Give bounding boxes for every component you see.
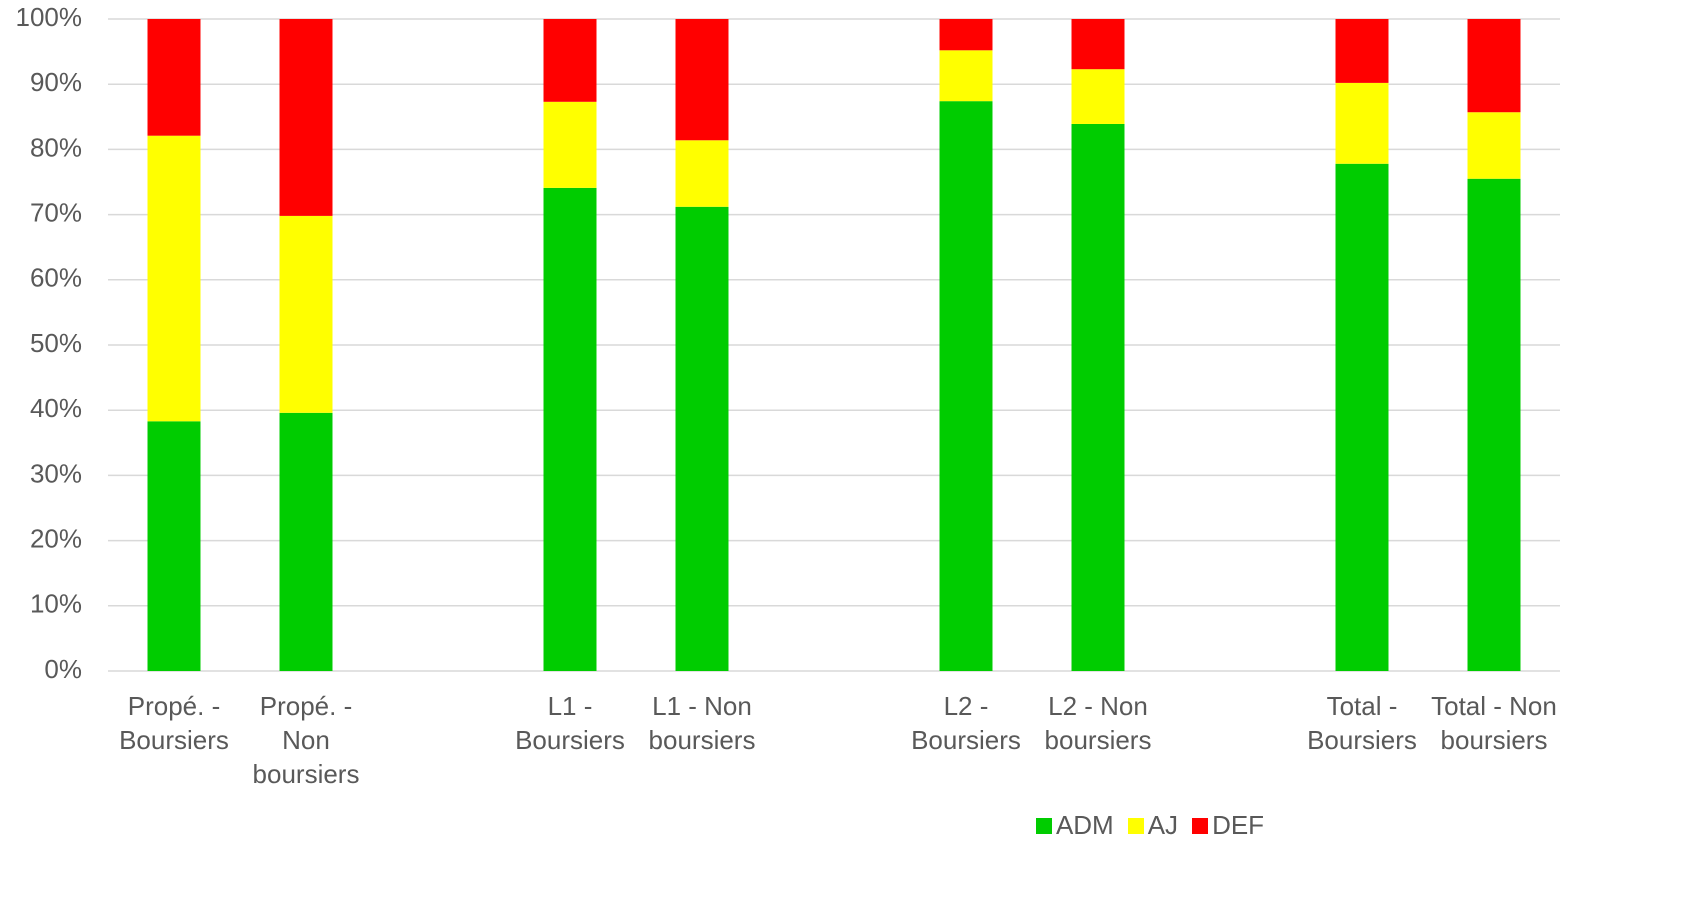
legend-label: ADM (1055, 810, 1114, 840)
x-tick-label: L2 - Non boursiers (1044, 691, 1152, 755)
y-tick-label: 50% (30, 328, 82, 358)
bar-segment (543, 187, 597, 672)
y-tick-label: 10% (30, 589, 82, 619)
bar-segment (543, 101, 597, 188)
legend: ADM AJ DEF (0, 810, 1700, 841)
bar-segment (279, 412, 333, 671)
legend-swatch (1192, 817, 1209, 834)
legend-label: AJ (1147, 810, 1179, 840)
bar-segment (1335, 82, 1389, 164)
bar-segment (675, 206, 729, 671)
x-tick-label: L2 - Boursiers (911, 691, 1021, 755)
legend-item: ADM (1035, 810, 1114, 841)
bar-segment (939, 101, 993, 672)
x-tick-label: L1 - Boursiers (515, 691, 625, 755)
x-tick-label: Propé. - Non boursiers (252, 691, 360, 789)
bar-segment (1467, 112, 1521, 179)
bar-segment (675, 19, 729, 141)
bar-segment (147, 19, 201, 136)
y-tick-label: 0% (44, 654, 82, 684)
legend-swatch (1035, 817, 1052, 834)
x-tick-label: Propé. - Boursiers (119, 691, 229, 755)
y-tick-label: 60% (30, 263, 82, 293)
legend-swatch (1127, 817, 1144, 834)
y-tick-label: 80% (30, 132, 82, 162)
bar-segment (1071, 69, 1125, 124)
bar-segment (1467, 178, 1521, 672)
y-tick-label: 70% (30, 197, 82, 227)
y-tick-label: 90% (30, 67, 82, 97)
bar-segment (675, 140, 729, 207)
x-tick-label: L1 - Non boursiers (648, 691, 756, 755)
bar-segment (1335, 19, 1389, 83)
bar-segment (279, 215, 333, 413)
bar-segment (939, 50, 993, 102)
legend-item: AJ (1127, 810, 1179, 841)
y-tick-label: 40% (30, 393, 82, 423)
bar-segment (1071, 123, 1125, 672)
y-tick-label: 30% (30, 458, 82, 488)
bar-segment (1467, 19, 1521, 113)
x-tick-label: Total - Non boursiers (1431, 691, 1557, 755)
x-tick-label: Total - Boursiers (1307, 691, 1417, 755)
bar-segment (147, 421, 201, 671)
bar-segment (543, 19, 597, 102)
bar-segment (1071, 19, 1125, 70)
bar-segment (1335, 163, 1389, 671)
bar-segment (939, 19, 993, 51)
legend-item: DEF (1192, 810, 1264, 841)
y-tick-label: 20% (30, 523, 82, 553)
y-tick-label: 100% (16, 2, 83, 32)
legend-label: DEF (1212, 810, 1265, 840)
bar-segment (147, 135, 201, 422)
bar-segment (279, 19, 333, 216)
